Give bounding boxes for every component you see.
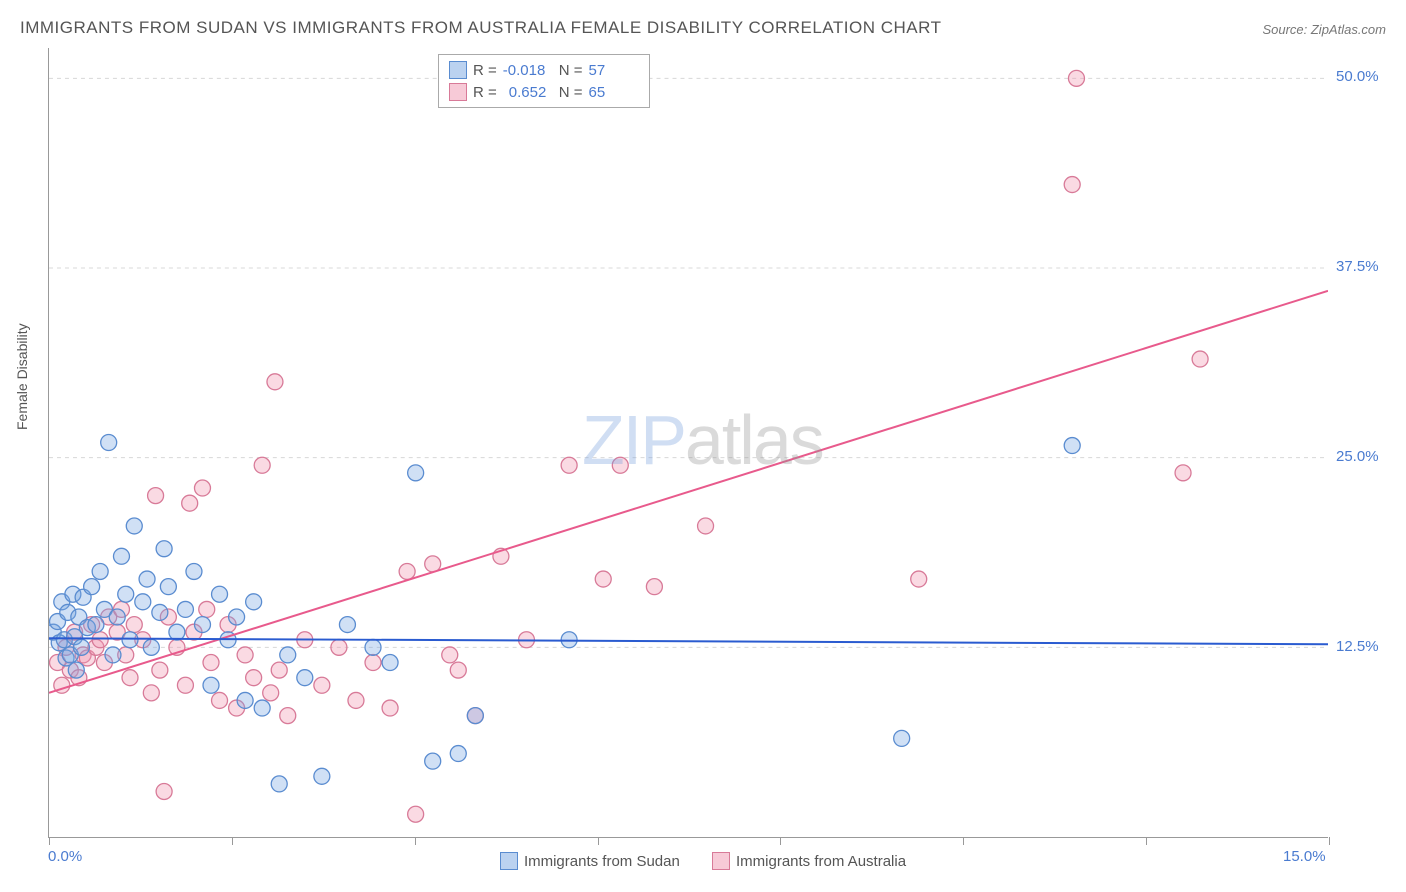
- swatch-icon: [449, 61, 467, 79]
- x-tick: [415, 837, 416, 845]
- n-label: N =: [559, 84, 583, 101]
- chart-title: IMMIGRANTS FROM SUDAN VS IMMIGRANTS FROM…: [20, 18, 941, 38]
- chart-svg: [49, 48, 1328, 837]
- y-axis-value: 37.5%: [1336, 258, 1379, 275]
- legend-item-sudan: Immigrants from Sudan: [500, 852, 680, 870]
- legend-label-sudan: Immigrants from Sudan: [524, 853, 680, 870]
- y-axis-value: 50.0%: [1336, 68, 1379, 85]
- r-value-sudan: -0.018: [503, 62, 553, 79]
- x-tick: [232, 837, 233, 845]
- source-citation: Source: ZipAtlas.com: [1262, 22, 1386, 37]
- legend-item-australia: Immigrants from Australia: [712, 852, 906, 870]
- x-tick: [1329, 837, 1330, 845]
- swatch-icon: [449, 83, 467, 101]
- r-value-australia: 0.652: [503, 84, 553, 101]
- source-label: Source:: [1262, 22, 1310, 37]
- r-label: R =: [473, 62, 497, 79]
- x-tick: [49, 837, 50, 845]
- x-tick: [1146, 837, 1147, 845]
- series-legend: Immigrants from Sudan Immigrants from Au…: [0, 852, 1406, 874]
- y-axis-value: 12.5%: [1336, 638, 1379, 655]
- x-tick: [780, 837, 781, 845]
- swatch-icon: [500, 852, 518, 870]
- legend-label-australia: Immigrants from Australia: [736, 853, 906, 870]
- n-value-sudan: 57: [589, 62, 639, 79]
- y-axis-value: 25.0%: [1336, 448, 1379, 465]
- n-value-australia: 65: [589, 84, 639, 101]
- swatch-icon: [712, 852, 730, 870]
- legend-row-australia: R = 0.652 N = 65: [449, 81, 639, 103]
- plot-area: [48, 48, 1328, 838]
- y-axis-label: Female Disability: [14, 323, 30, 430]
- source-name: ZipAtlas.com: [1311, 22, 1386, 37]
- x-tick: [963, 837, 964, 845]
- r-label: R =: [473, 84, 497, 101]
- n-label: N =: [559, 62, 583, 79]
- correlation-legend: R = -0.018 N = 57 R = 0.652 N = 65: [438, 54, 650, 108]
- x-tick: [598, 837, 599, 845]
- legend-row-sudan: R = -0.018 N = 57: [449, 59, 639, 81]
